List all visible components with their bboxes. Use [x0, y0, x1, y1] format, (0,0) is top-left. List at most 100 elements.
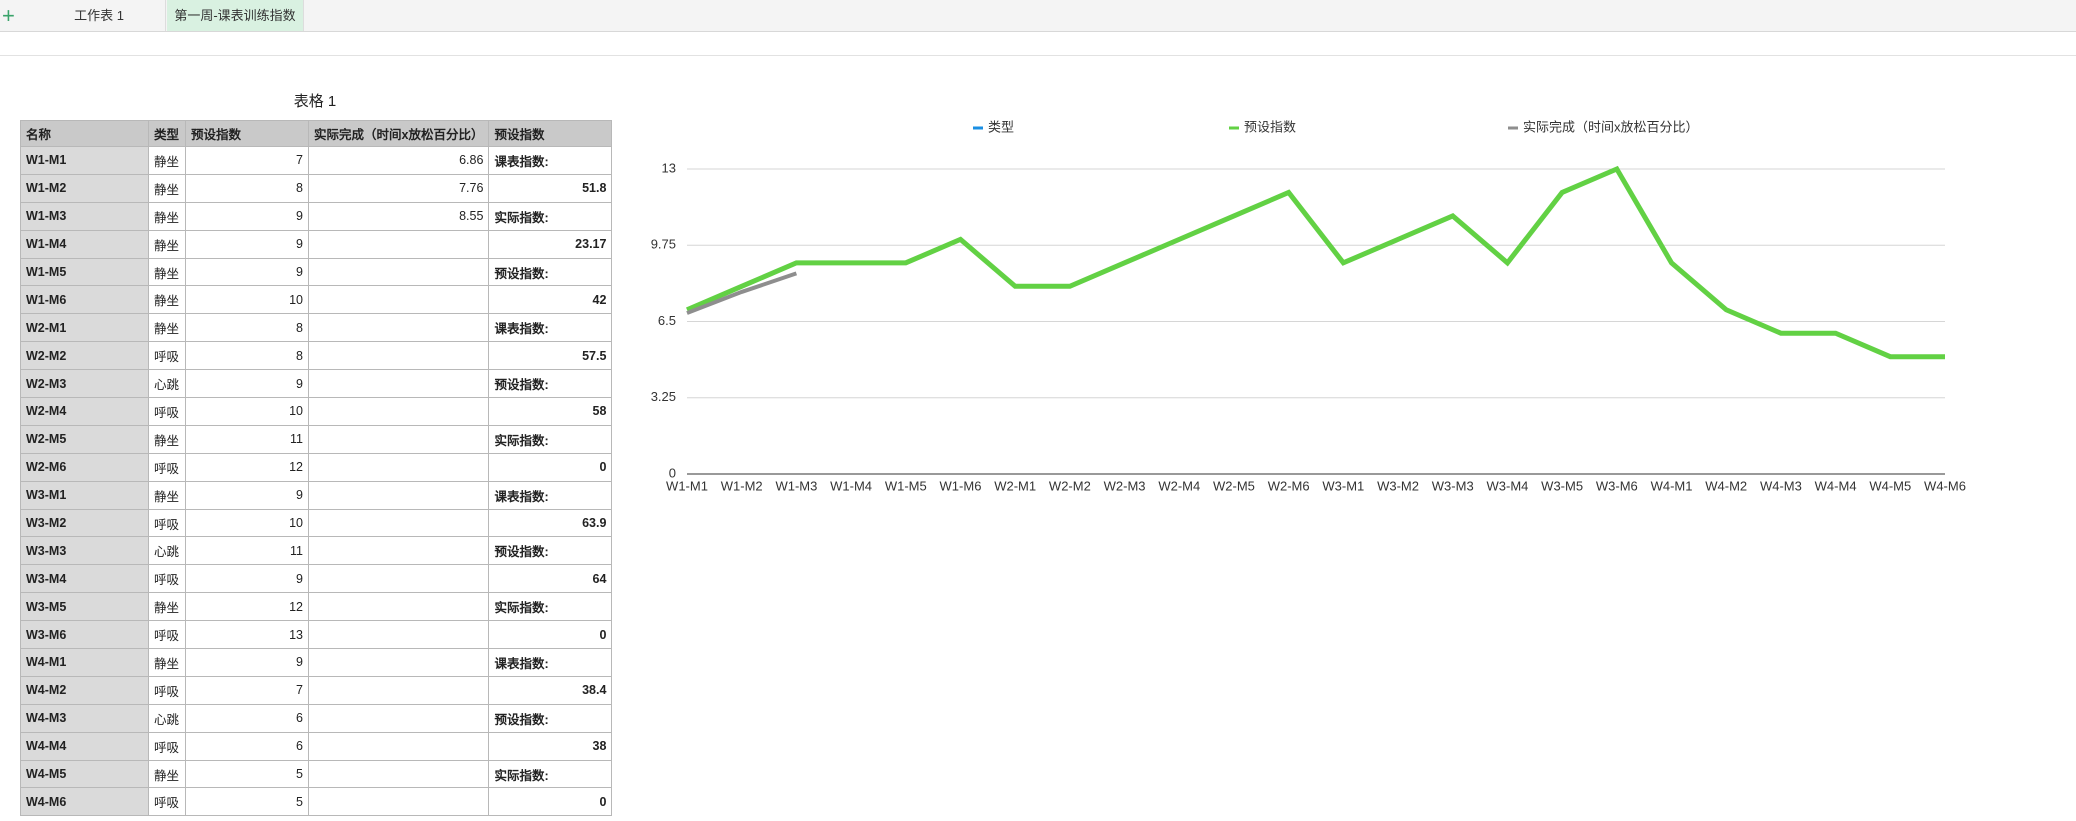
tab-bar: + 工作表 1 第一周-课表训练指数: [0, 0, 2076, 32]
cell: 预设指数:: [488, 703, 613, 733]
header-cell: 预设指数: [185, 120, 309, 147]
row: W1-M2 静坐 8 7.76 51.8: [20, 173, 613, 203]
x-tick-label: W3-M1: [1322, 478, 1364, 493]
row: W4-M1 静坐 9 课表指数:: [20, 648, 613, 677]
cell: 9: [185, 369, 309, 399]
row: W2-M1 静坐 8 课表指数:: [20, 313, 613, 343]
row: W3-M1 静坐 9 课表指数:: [20, 480, 613, 510]
row: W2-M3 心跳 9 预设指数:: [20, 369, 613, 399]
cell: 6: [185, 731, 309, 761]
cell: [307, 341, 490, 371]
row: W2-M2 呼吸 8 57.5: [20, 341, 613, 371]
cell: 实际指数:: [488, 201, 613, 231]
cell: W1-M5: [20, 257, 149, 287]
cell: 呼吸: [148, 787, 186, 817]
cell: [307, 452, 490, 482]
x-tick-label: W2-M2: [1049, 478, 1091, 493]
tab[interactable]: 工作表 1: [33, 0, 166, 31]
x-tick-label: W4-M6: [1924, 478, 1966, 493]
cell: 静坐: [148, 146, 186, 175]
cell: 静坐: [148, 648, 186, 677]
row: W3-M6 呼吸 13 0: [20, 620, 613, 650]
cell: 9: [185, 480, 309, 510]
cell: 12: [185, 592, 309, 622]
row: W1-M3 静坐 9 8.55 实际指数:: [20, 201, 613, 231]
row: W3-M3 心跳 11 预设指数:: [20, 536, 613, 566]
cell: [307, 787, 490, 817]
add-sheet[interactable]: +: [2, 3, 15, 28]
cell: [307, 424, 490, 454]
x-tick-label: W1-M3: [775, 478, 817, 493]
header-cell: 实际完成（时间x放松百分比）: [307, 120, 490, 147]
row: W2-M4 呼吸 10 58: [20, 397, 613, 426]
cell: W4-M6: [20, 787, 149, 817]
cell: 静坐: [148, 201, 186, 231]
x-tick-label: W1-M2: [721, 478, 763, 493]
tab-active[interactable]: 第一周-课表训练指数: [167, 0, 304, 31]
cell: W1-M3: [20, 201, 149, 231]
cell: W3-M6: [20, 620, 149, 650]
cell: [307, 675, 490, 705]
x-tick-label: W4-M2: [1705, 478, 1747, 493]
header-cell: 预设指数: [488, 120, 613, 147]
cell: W2-M3: [20, 369, 149, 399]
x-tick-label: W1-M4: [830, 478, 872, 493]
cell: W3-M5: [20, 592, 149, 622]
divider: [0, 55, 2076, 56]
cell: W4-M4: [20, 731, 149, 761]
cell: W1-M6: [20, 285, 149, 315]
cell: 静坐: [148, 313, 186, 343]
x-tick-label: W3-M2: [1377, 478, 1419, 493]
y-tick-label: 3.25: [651, 389, 676, 404]
x-tick-label: W4-M5: [1869, 478, 1911, 493]
cell: 呼吸: [148, 341, 186, 371]
row: W4-M2 呼吸 7 38.4: [20, 675, 613, 705]
cell: 呼吸: [148, 564, 186, 594]
cell: W1-M1: [20, 146, 149, 175]
cell: 呼吸: [148, 731, 186, 761]
x-tick-label: W4-M3: [1760, 478, 1802, 493]
row: W4-M5 静坐 5 实际指数:: [20, 759, 613, 789]
x-tick-label: W2-M1: [994, 478, 1036, 493]
cell: 静坐: [148, 592, 186, 622]
cell: W3-M2: [20, 508, 149, 538]
cell: 63.9: [488, 508, 613, 538]
x-tick-label: W1-M5: [885, 478, 927, 493]
cell: 8.55: [307, 201, 490, 231]
y-tick-label: 6.5: [658, 313, 676, 328]
row: W4-M6 呼吸 5 0: [20, 787, 613, 817]
cell: W2-M6: [20, 452, 149, 482]
row: W4-M4 呼吸 6 38: [20, 731, 613, 761]
cell: W2-M4: [20, 397, 149, 426]
cell: [307, 508, 490, 538]
cell: 6.86: [307, 146, 490, 175]
line-series: [686, 165, 1945, 360]
cell: 静坐: [148, 480, 186, 510]
table: 名称 类型 预设指数 实际完成（时间x放松百分比） 预设指数 W1-M1 静坐 7 6.86 课表…: [20, 120, 613, 817]
cell: 呼吸: [148, 397, 186, 426]
x-tick-label: W2-M3: [1104, 478, 1146, 493]
cell: 心跳: [148, 703, 186, 733]
cell: W3-M1: [20, 480, 149, 510]
cell: [307, 759, 490, 789]
cell: 9: [185, 648, 309, 677]
cell: 10: [185, 285, 309, 315]
cell: W4-M5: [20, 759, 149, 789]
row: W1-M6 静坐 10 42: [20, 285, 613, 315]
row: W4-M3 心跳 6 预设指数:: [20, 703, 613, 733]
row: W1-M5 静坐 9 预设指数:: [20, 257, 613, 287]
x-tick-label: W3-M3: [1432, 478, 1474, 493]
cell: [307, 564, 490, 594]
y-tick-label: 9.75: [651, 237, 676, 252]
x-tick-label: W1-M1: [666, 478, 708, 493]
cell: 42: [488, 285, 613, 315]
cell: 7: [185, 675, 309, 705]
x-tick-label: W2-M4: [1158, 478, 1200, 493]
header-row: 名称 类型 预设指数 实际完成（时间x放松百分比） 预设指数: [20, 120, 613, 147]
cell: W3-M4: [20, 564, 149, 594]
cell: W4-M3: [20, 703, 149, 733]
legend-label: 类型: [988, 119, 1014, 134]
cell: 心跳: [148, 369, 186, 399]
row: W3-M5 静坐 12 实际指数:: [20, 592, 613, 622]
